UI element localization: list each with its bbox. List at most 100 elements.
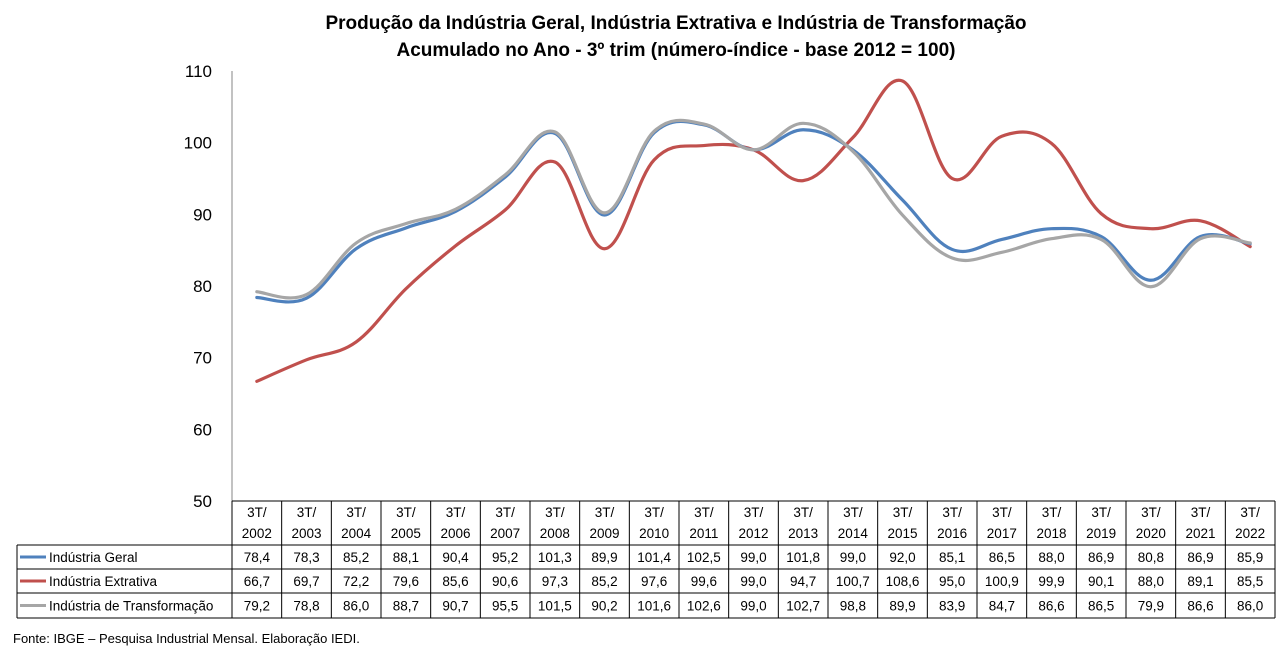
data-label: 94,7 — [790, 574, 816, 589]
x-tick-label: 2007 — [490, 526, 520, 541]
data-label: 86,9 — [1088, 550, 1114, 565]
data-label: 88,1 — [393, 550, 419, 565]
data-label: 102,7 — [786, 599, 820, 614]
data-label: 85,2 — [343, 550, 369, 565]
data-table: 3T/2002 3T/2003 3T/2004 3T/2005 3T/2006 3T/20… — [16, 500, 1276, 619]
x-tick-label: 3T/ — [1240, 505, 1260, 520]
data-label: 85,6 — [442, 574, 468, 589]
x-tick-label: 2005 — [391, 526, 421, 541]
x-tick-label: 3T/ — [595, 505, 615, 520]
x-tick-label: 3T/ — [545, 505, 565, 520]
data-label: 102,5 — [687, 550, 721, 565]
x-tick-label: 2018 — [1036, 526, 1066, 541]
y-tick-label: 50 — [193, 492, 212, 511]
data-label: 90,2 — [591, 599, 617, 614]
x-tick-label: 2003 — [291, 526, 321, 541]
data-label: 86,5 — [989, 550, 1015, 565]
x-tick-label: 3T/ — [495, 505, 515, 520]
series-lines — [255, 78, 1252, 383]
x-tick-label: 2020 — [1136, 526, 1166, 541]
x-tick-label: 3T/ — [942, 505, 962, 520]
x-tick-label: 2015 — [887, 526, 917, 541]
series-label: Indústria de Transformação — [49, 599, 213, 614]
x-tick-label: 2004 — [341, 526, 372, 541]
x-tick-label: 3T/ — [396, 505, 416, 520]
data-label: 89,1 — [1187, 574, 1213, 589]
data-label: 86,0 — [1237, 599, 1263, 614]
chart-title: Produção da Indústria Geral, Indústria E… — [325, 13, 1026, 34]
data-label: 86,5 — [1088, 599, 1114, 614]
data-label: 85,2 — [591, 574, 617, 589]
data-label: 69,7 — [293, 574, 319, 589]
x-tick-label: 2011 — [689, 526, 718, 541]
x-tick-label: 2012 — [738, 526, 768, 541]
data-label: 101,4 — [637, 550, 671, 565]
x-tick-label: 3T/ — [992, 505, 1012, 520]
x-tick-label: 3T/ — [346, 505, 366, 520]
x-tick-label: 3T/ — [694, 505, 714, 520]
data-label: 99,9 — [1038, 574, 1064, 589]
y-tick-label: 70 — [193, 349, 212, 368]
data-label: 95,0 — [939, 574, 965, 589]
x-tick-label: 3T/ — [1042, 505, 1062, 520]
data-label: 97,3 — [542, 574, 568, 589]
x-tick-label: 3T/ — [446, 505, 466, 520]
x-tick-label: 3T/ — [297, 505, 317, 520]
data-label: 86,6 — [1187, 599, 1213, 614]
data-label: 100,7 — [836, 574, 870, 589]
x-tick-label: 3T/ — [744, 505, 764, 520]
data-label: 88,0 — [1038, 550, 1064, 565]
y-tick-label: 100 — [184, 134, 212, 153]
x-tick-label: 3T/ — [893, 505, 913, 520]
data-label: 86,9 — [1187, 550, 1213, 565]
data-label: 86,0 — [343, 599, 369, 614]
chart-subtitle: Acumulado no Ano - 3º trim (número-índic… — [397, 40, 956, 61]
x-tick-label: 3T/ — [247, 505, 267, 520]
y-tick-label: 110 — [185, 62, 212, 81]
y-tick-label: 80 — [193, 277, 212, 296]
data-label: 92,0 — [889, 550, 915, 565]
x-tick-label: 2017 — [987, 526, 1017, 541]
data-label: 80,8 — [1138, 550, 1164, 565]
data-label: 83,9 — [939, 599, 965, 614]
x-tick-label: 2006 — [440, 526, 470, 541]
data-label: 85,1 — [939, 550, 965, 565]
data-label: 85,9 — [1237, 550, 1263, 565]
x-tick-label: 2008 — [540, 526, 570, 541]
data-label: 89,9 — [591, 550, 617, 565]
data-label: 66,7 — [244, 574, 270, 589]
data-label: 101,6 — [637, 599, 671, 614]
data-label: 79,9 — [1138, 599, 1164, 614]
x-tick-label: 2022 — [1235, 526, 1265, 541]
x-tick-label: 3T/ — [1091, 505, 1111, 520]
x-tick-label: 2021 — [1185, 526, 1215, 541]
x-tick-label: 2016 — [937, 526, 967, 541]
series-label: Indústria Extrativa — [49, 574, 158, 589]
data-label: 85,5 — [1237, 574, 1263, 589]
data-label: 95,2 — [492, 550, 518, 565]
data-label: 99,0 — [740, 599, 766, 614]
data-label: 101,8 — [786, 550, 820, 565]
data-label: 98,8 — [840, 599, 866, 614]
y-tick-label: 90 — [193, 205, 212, 224]
series-line — [255, 118, 1252, 300]
data-label: 88,0 — [1138, 574, 1164, 589]
y-axis: 50 60 70 80 90 100 110 — [184, 62, 233, 511]
x-tick-label: 3T/ — [843, 505, 863, 520]
series-label: Indústria Geral — [49, 550, 138, 565]
x-tick-label: 2002 — [242, 526, 272, 541]
data-label: 99,6 — [691, 574, 717, 589]
data-label: 108,6 — [886, 574, 920, 589]
data-label: 99,0 — [740, 550, 766, 565]
x-tick-label: 3T/ — [644, 505, 664, 520]
data-label: 99,0 — [740, 574, 766, 589]
x-tick-label: 2019 — [1086, 526, 1116, 541]
data-label: 99,0 — [840, 550, 866, 565]
x-tick-label: 3T/ — [793, 505, 813, 520]
data-label: 78,8 — [293, 599, 319, 614]
data-label: 78,4 — [244, 550, 271, 565]
data-label: 90,4 — [442, 550, 469, 565]
x-tick-label: 2009 — [589, 526, 619, 541]
